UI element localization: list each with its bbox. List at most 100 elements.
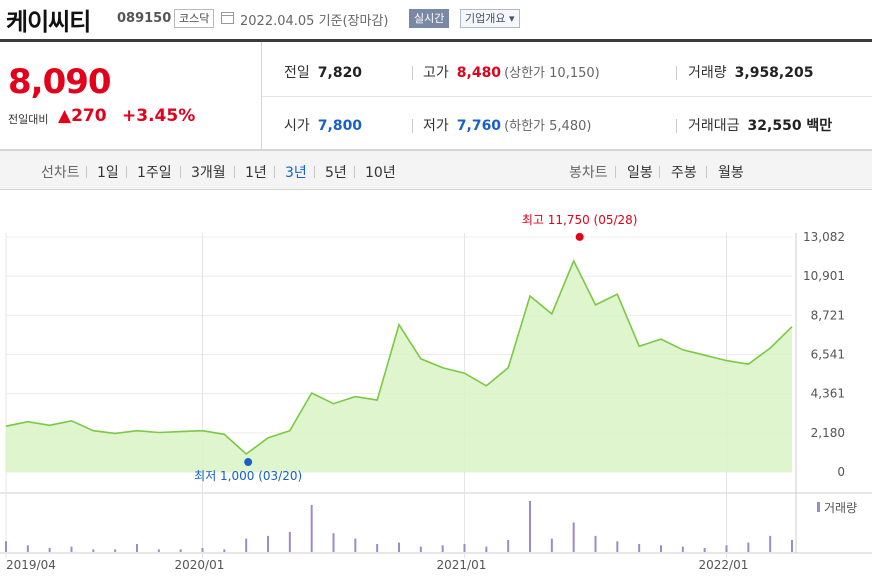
market-badge: 코스닥 bbox=[174, 9, 215, 28]
stock-name: 케이씨티 bbox=[6, 8, 91, 36]
tab-1day[interactable]: 1일 bbox=[97, 165, 119, 181]
divider bbox=[180, 166, 181, 178]
prev-close: 전일 7,820 bbox=[284, 65, 363, 81]
volume-bar bbox=[245, 538, 248, 552]
tab-5year[interactable]: 5년 bbox=[325, 165, 347, 181]
min-point bbox=[244, 458, 253, 467]
price-change-percent: +3.45% bbox=[122, 106, 196, 126]
volume-bar bbox=[267, 535, 269, 552]
volume-legend-swatch bbox=[817, 502, 820, 512]
volume-bar bbox=[201, 547, 204, 552]
tab-monthly-candle[interactable]: 월봉 bbox=[718, 165, 744, 181]
y-tick-label: 6,541 bbox=[811, 348, 845, 362]
divider bbox=[86, 166, 87, 178]
volume-bar bbox=[376, 543, 379, 552]
row-divider bbox=[262, 96, 872, 97]
volume-legend-label: 거래량 bbox=[824, 501, 857, 515]
divider bbox=[126, 166, 127, 178]
volume-bar bbox=[398, 542, 400, 552]
volume-bar bbox=[223, 549, 226, 552]
x-tick-label: 2022/01 bbox=[699, 558, 749, 572]
volume-bar bbox=[70, 546, 73, 552]
volume-bar bbox=[485, 546, 488, 552]
tab-3month[interactable]: 3개월 bbox=[191, 165, 226, 181]
trade-amount: 거래대금 32,550 백만 bbox=[688, 118, 833, 134]
divider bbox=[274, 166, 275, 178]
divider bbox=[676, 66, 677, 80]
divider bbox=[412, 119, 413, 133]
volume-bar bbox=[157, 549, 160, 552]
volume-bar bbox=[114, 549, 117, 552]
price-chart: 13,082 10,901 8,721 6,541 4,361 2,180 0 거래량 20… bbox=[0, 213, 872, 572]
volume-bar bbox=[550, 538, 553, 552]
tab-1week[interactable]: 1주일 bbox=[137, 165, 172, 181]
x-tick-label: 2019/04 bbox=[6, 558, 56, 572]
y-tick-label: 10,901 bbox=[803, 269, 845, 283]
tab-daily-candle[interactable]: 일봉 bbox=[627, 165, 653, 181]
x-tick-label: 2021/01 bbox=[437, 558, 487, 572]
stock-code: 089150 bbox=[117, 11, 172, 26]
divider bbox=[314, 166, 315, 178]
divider bbox=[354, 166, 355, 178]
volume-bar bbox=[529, 501, 531, 552]
quote-date: 2022.04.05 기준(장마감) bbox=[240, 14, 389, 29]
max-label: 최고 11,750 (05/28) bbox=[522, 213, 638, 227]
open-price: 시가 7,800 bbox=[284, 118, 363, 134]
divider bbox=[412, 66, 413, 80]
y-tick-label: 13,082 bbox=[803, 230, 845, 244]
volume-bar bbox=[616, 541, 619, 552]
price-area bbox=[6, 260, 792, 472]
candle-chart-title: 봉차트 bbox=[569, 165, 608, 181]
change-label: 전일대비 bbox=[8, 113, 49, 126]
day-high: 고가 8,480 (상한가 10,150) bbox=[423, 65, 600, 81]
max-point bbox=[575, 232, 584, 241]
stock-header: 케이씨티 089150 코스닥 2022.04.05 기준(장마감) 실시간 기… bbox=[0, 0, 872, 42]
price-summary: 8,090 전일대비 ▲270 +3.45% 전일 7,820 고가 8,480 (상… bbox=[0, 42, 872, 150]
divider bbox=[615, 166, 616, 178]
volume-bar bbox=[703, 547, 706, 552]
volume-bar bbox=[594, 535, 597, 552]
calendar-icon bbox=[221, 12, 234, 24]
price-line bbox=[5, 258, 793, 456]
volume-bar bbox=[725, 545, 728, 552]
volume-bar bbox=[463, 543, 466, 552]
chart-period-tabs: 선차트 1일 1주일 3개월 1년 3년 5년 10년 봉차트 일봉 주봉 월봉 bbox=[0, 150, 872, 190]
volume-bar bbox=[681, 546, 684, 552]
volume-bar bbox=[48, 547, 51, 552]
divider bbox=[676, 119, 677, 133]
volume-bar bbox=[638, 543, 641, 552]
volume-bar bbox=[136, 543, 138, 552]
min-label: 최저 1,000 (03/20) bbox=[194, 469, 302, 483]
volume-bar bbox=[332, 533, 335, 552]
tab-3year[interactable]: 3년 bbox=[285, 165, 307, 181]
y-tick-label: 2,180 bbox=[811, 426, 845, 440]
volume-bar bbox=[791, 539, 793, 552]
volume-bar bbox=[747, 542, 750, 552]
up-arrow-icon: ▲ bbox=[58, 106, 72, 126]
tab-10year[interactable]: 10년 bbox=[365, 165, 396, 181]
volume-bar bbox=[179, 549, 182, 552]
current-price-panel: 8,090 전일대비 ▲270 +3.45% bbox=[0, 42, 262, 150]
day-low: 저가 7,760 (하한가 5,480) bbox=[423, 118, 592, 134]
price-change: ▲270 bbox=[58, 106, 107, 126]
divider bbox=[234, 166, 235, 178]
current-price: 8,090 bbox=[8, 62, 112, 102]
line-chart-title: 선차트 bbox=[41, 165, 80, 181]
realtime-button[interactable]: 실시간 bbox=[409, 9, 450, 28]
volume-bar bbox=[419, 546, 422, 552]
y-tick-label: 0 bbox=[837, 465, 845, 479]
tab-weekly-candle[interactable]: 주봉 bbox=[671, 165, 697, 181]
volume-bar bbox=[288, 531, 291, 552]
volume-bar bbox=[769, 535, 772, 552]
tab-1year[interactable]: 1년 bbox=[245, 165, 267, 181]
divider bbox=[659, 166, 660, 178]
y-tick-label: 4,361 bbox=[811, 387, 845, 401]
company-overview-dropdown[interactable]: 기업개요 ▾ bbox=[460, 9, 520, 28]
volume-bar bbox=[441, 545, 444, 552]
trade-volume: 거래량 3,958,205 bbox=[688, 65, 814, 81]
volume-bar bbox=[660, 545, 662, 552]
divider bbox=[706, 166, 707, 178]
volume-bar bbox=[5, 541, 7, 552]
volume-bar bbox=[26, 545, 29, 552]
